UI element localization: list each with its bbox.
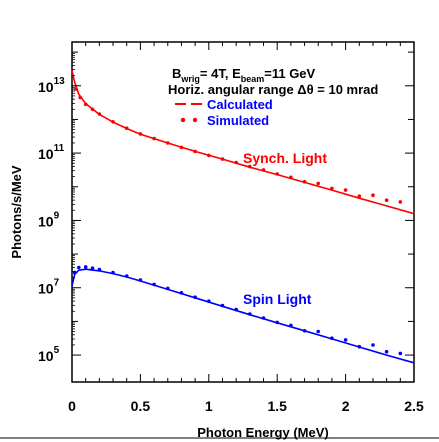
synch-simulated-point bbox=[398, 200, 403, 204]
annotation-synch-light: Synch. Light bbox=[243, 150, 327, 166]
spin-simulated-point bbox=[77, 265, 81, 270]
series-points bbox=[72, 87, 403, 356]
synch-simulated-point bbox=[138, 132, 143, 136]
legend-simulated-marker-2 bbox=[192, 117, 198, 123]
spin-simulated-point bbox=[316, 329, 321, 334]
spin-simulated-point bbox=[343, 338, 348, 342]
spin-simulated-point bbox=[261, 316, 266, 320]
x-axis-title: Photon Energy (MeV) bbox=[197, 425, 328, 440]
spin-simulated-point bbox=[83, 265, 88, 269]
spin-simulated-point bbox=[166, 286, 170, 291]
y-tick-label: 107 bbox=[38, 278, 60, 297]
spin-simulated-point bbox=[384, 349, 389, 354]
legend-params: Bwrig= 4T, Ebeam=11 GeV bbox=[172, 66, 316, 84]
x-tick-label: 1.5 bbox=[267, 398, 287, 414]
x-tick-label: 2.5 bbox=[404, 398, 424, 414]
spin-simulated-point bbox=[193, 295, 197, 300]
synch-simulated-point bbox=[207, 153, 211, 158]
x-tick-label: 0.5 bbox=[131, 398, 151, 414]
synch-simulated-point bbox=[275, 172, 280, 176]
spin-simulated-point bbox=[207, 299, 211, 304]
synch-simulated-point bbox=[302, 179, 307, 184]
synch-simulated-point bbox=[124, 126, 129, 130]
synch-simulated-point bbox=[261, 168, 266, 172]
y-tick-label: 109 bbox=[38, 210, 60, 229]
synch-simulated-point bbox=[179, 145, 184, 150]
spin-simulated-point bbox=[124, 274, 129, 278]
y-tick-label: 1013 bbox=[38, 76, 65, 95]
synch-simulated-point bbox=[343, 188, 348, 192]
y-tick-labels: 1013 1011 109 107 105 bbox=[38, 76, 65, 364]
synch-simulated-point bbox=[193, 149, 197, 154]
synch-simulated-point bbox=[357, 194, 362, 198]
spin-simulated-point bbox=[111, 270, 115, 275]
synch-simulated-point bbox=[83, 102, 88, 107]
spin-simulated-point bbox=[90, 266, 95, 271]
synch-simulated-point bbox=[220, 157, 225, 161]
synch-simulated-point bbox=[248, 164, 252, 169]
synch-simulated-point bbox=[384, 198, 389, 202]
spin-simulated-point bbox=[398, 351, 403, 356]
legend: Bwrig= 4T, Ebeam=11 GeV Horiz. angular r… bbox=[168, 66, 378, 128]
y-tick-label: 105 bbox=[38, 345, 60, 364]
spin-simulated-point bbox=[138, 278, 143, 282]
axis-ticks bbox=[71, 42, 415, 382]
synch-simulated-point bbox=[166, 141, 170, 145]
synch-simulated-point bbox=[371, 193, 375, 197]
spin-simulated-point bbox=[302, 329, 307, 333]
synch-simulated-point bbox=[330, 186, 334, 191]
x-tick-label: 2 bbox=[342, 398, 350, 414]
synch-simulated-point bbox=[152, 136, 156, 141]
y-axis-title: Photons/s/MeV bbox=[9, 165, 24, 259]
x-tick-label: 1 bbox=[205, 398, 213, 414]
y-tick-label: 1011 bbox=[38, 143, 65, 162]
spin-simulated-point bbox=[234, 307, 238, 312]
legend-calculated-label: Calculated bbox=[207, 97, 273, 112]
legend-simulated-marker bbox=[180, 117, 186, 123]
spin-simulated-point bbox=[97, 267, 102, 272]
spin-simulated-point bbox=[289, 323, 293, 328]
spin-simulated-point bbox=[371, 343, 375, 347]
synch-simulated-point bbox=[289, 175, 293, 180]
x-tick-labels: 0 0.5 1 1.5 2 2.5 bbox=[68, 398, 424, 414]
annotation-spin-light: Spin Light bbox=[243, 291, 312, 307]
spin-simulated-point bbox=[330, 336, 334, 341]
spin-simulated-point bbox=[220, 303, 225, 308]
synch-simulated-point bbox=[316, 181, 321, 186]
spin-simulated-point bbox=[357, 344, 362, 349]
synch-simulated-point bbox=[97, 112, 102, 116]
plot-frame bbox=[71, 41, 415, 383]
legend-simulated-label: Simulated bbox=[207, 113, 269, 128]
synch-simulated-point bbox=[78, 95, 82, 100]
synch-simulated-point bbox=[74, 87, 78, 91]
synch-simulated-point bbox=[234, 160, 238, 165]
spin-simulated-point bbox=[275, 320, 280, 325]
synch-simulated-point bbox=[111, 120, 115, 124]
legend-angular-range: Horiz. angular range Δθ = 10 mrad bbox=[168, 82, 378, 97]
spin-calculated-line bbox=[71, 268, 415, 364]
spin-simulated-point bbox=[152, 282, 156, 287]
spin-simulated-point bbox=[248, 312, 252, 316]
spin-simulated-point bbox=[179, 291, 184, 295]
synch-simulated-point bbox=[90, 107, 95, 112]
x-tick-label: 0 bbox=[68, 398, 76, 414]
